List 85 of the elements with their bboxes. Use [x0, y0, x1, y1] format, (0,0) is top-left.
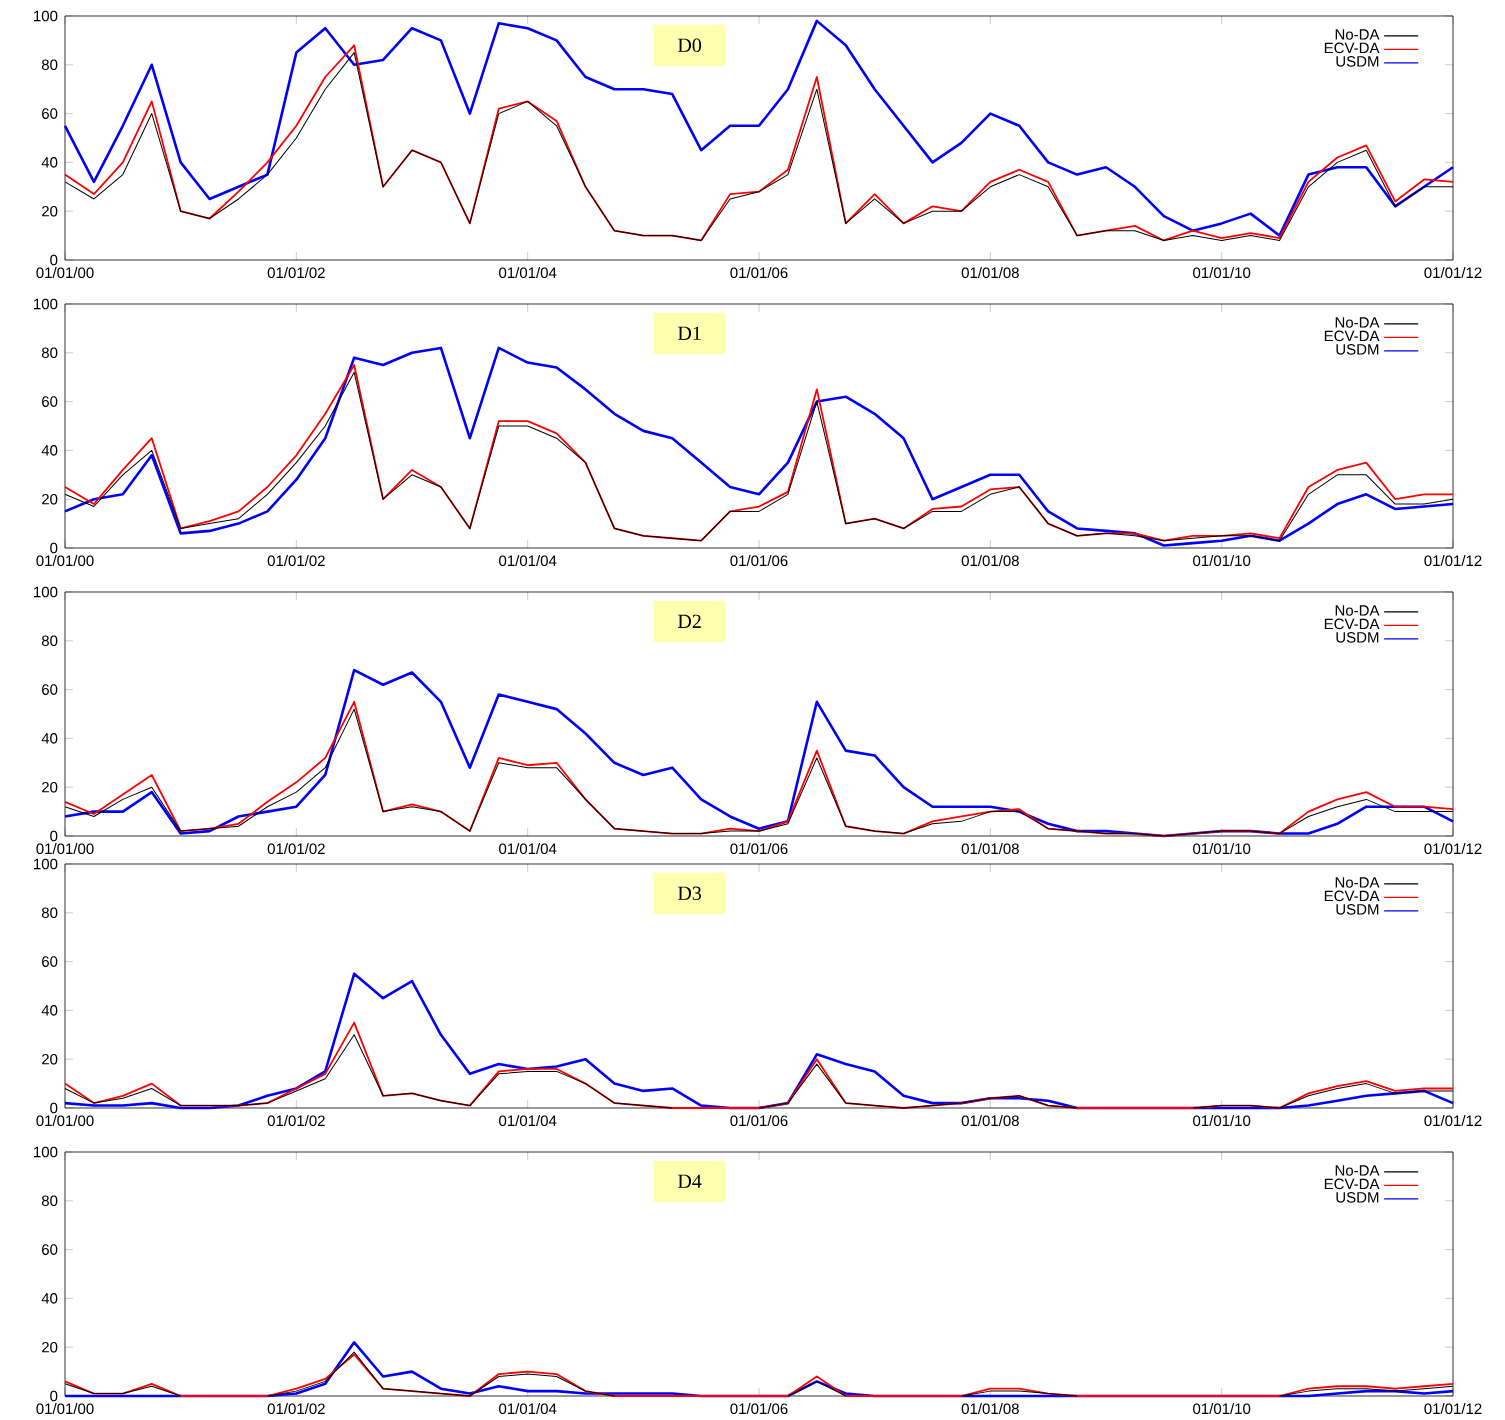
annotation: D3 [677, 886, 702, 900]
x-tick-label: 01/01/04 [499, 555, 557, 567]
x-tick-label: 01/01/10 [1193, 1115, 1251, 1127]
x-tick-label: 01/01/06 [730, 555, 788, 567]
x-tick-label: 01/01/06 [730, 843, 788, 855]
y-tick-label: 80 [41, 1195, 58, 1207]
x-tick-label: 01/01/08 [961, 555, 1019, 567]
annotation: D2 [677, 614, 701, 628]
y-tick-label: 60 [42, 108, 58, 119]
y-tick-label: 20 [42, 493, 58, 505]
annotation: D0 [677, 38, 702, 53]
x-tick-label: 01/01/02 [267, 1403, 325, 1415]
x-tick-label: 01/01/08 [961, 1115, 1019, 1127]
legend-label: USDM [1336, 344, 1379, 355]
legend-label: USDM [1336, 56, 1379, 67]
legend-label: ECV-DA [1324, 42, 1380, 54]
x-tick-label: 01/01/00 [36, 1115, 94, 1127]
annotation: D4 [677, 1174, 702, 1188]
y-tick-label: 60 [42, 1244, 58, 1255]
legend-label: ECV-DA [1324, 330, 1380, 342]
x-tick-label: 01/01/06 [730, 267, 788, 279]
y-tick-label: 0 [50, 1102, 58, 1114]
x-tick-label: 01/01/00 [36, 843, 94, 855]
x-tick-label: 01/01/02 [267, 267, 325, 279]
x-tick-label: 01/01/02 [267, 1115, 325, 1127]
y-tick-label: 100 [34, 1146, 58, 1158]
x-tick-label: 01/01/08 [961, 1403, 1019, 1415]
x-tick-label: 01/01/02 [267, 555, 325, 567]
y-tick-label: 60 [42, 396, 58, 407]
x-tick-label: 01/01/08 [961, 267, 1019, 279]
legend-label: No-DA [1335, 605, 1380, 616]
y-tick-label: 0 [50, 254, 58, 266]
y-tick-label: 40 [41, 157, 58, 168]
legend-label: USDM [1336, 904, 1379, 915]
y-tick-label: 0 [50, 1390, 58, 1402]
y-tick-label: 100 [34, 586, 58, 598]
y-tick-label: 20 [42, 205, 58, 217]
x-tick-label: 01/01/04 [499, 1115, 557, 1127]
x-tick-label: 01/01/04 [499, 843, 557, 855]
x-tick-label: 01/01/10 [1193, 1403, 1251, 1415]
legend-label: No-DA [1335, 877, 1380, 888]
x-tick-label: 01/01/12 [1424, 843, 1482, 855]
y-tick-label: 40 [41, 1005, 58, 1016]
x-tick-label: 01/01/12 [1424, 555, 1482, 567]
y-tick-label: 100 [34, 858, 58, 870]
x-tick-label: 01/01/00 [36, 555, 94, 567]
legend-label: USDM [1336, 632, 1379, 643]
y-tick-label: 40 [41, 1293, 58, 1304]
legend-label: ECV-DA [1324, 1178, 1380, 1190]
y-tick-label: 80 [41, 347, 58, 359]
y-tick-label: 60 [42, 684, 58, 695]
legend-label: ECV-DA [1324, 890, 1380, 902]
y-tick-label: 20 [42, 781, 58, 793]
legend-label: ECV-DA [1324, 618, 1380, 630]
y-tick-label: 100 [34, 10, 58, 22]
x-tick-label: 01/01/04 [499, 267, 557, 279]
x-tick-label: 01/01/06 [730, 1403, 788, 1415]
x-tick-label: 01/01/10 [1193, 843, 1251, 855]
y-tick-label: 40 [41, 733, 58, 744]
y-tick-label: 80 [41, 907, 58, 919]
y-tick-label: 80 [41, 59, 58, 71]
x-tick-label: 01/01/12 [1424, 1115, 1482, 1127]
x-tick-label: 01/01/10 [1193, 555, 1251, 567]
y-tick-label: 0 [50, 542, 58, 554]
y-tick-label: 20 [42, 1341, 58, 1353]
x-tick-label: 01/01/04 [499, 1403, 557, 1415]
y-tick-label: 80 [41, 635, 58, 647]
y-tick-label: 20 [42, 1053, 58, 1065]
x-tick-label: 01/01/02 [267, 843, 325, 855]
y-tick-label: 100 [34, 298, 58, 310]
legend-label: No-DA [1335, 317, 1380, 328]
annotation: D1 [677, 326, 701, 340]
y-tick-label: 0 [50, 830, 58, 842]
legend-label: No-DA [1335, 1165, 1380, 1176]
y-tick-label: 60 [42, 956, 58, 967]
x-tick-label: 01/01/12 [1424, 1403, 1482, 1415]
x-tick-label: 01/01/06 [730, 1115, 788, 1127]
x-tick-label: 01/01/00 [36, 267, 94, 279]
y-tick-label: 40 [41, 445, 58, 456]
x-tick-label: 01/01/10 [1193, 267, 1251, 279]
legend-label: USDM [1336, 1192, 1379, 1203]
x-tick-label: 01/01/12 [1424, 267, 1482, 279]
x-tick-label: 01/01/08 [961, 843, 1019, 855]
legend-label: No-DA [1335, 29, 1380, 40]
x-tick-label: 01/01/00 [36, 1403, 94, 1415]
